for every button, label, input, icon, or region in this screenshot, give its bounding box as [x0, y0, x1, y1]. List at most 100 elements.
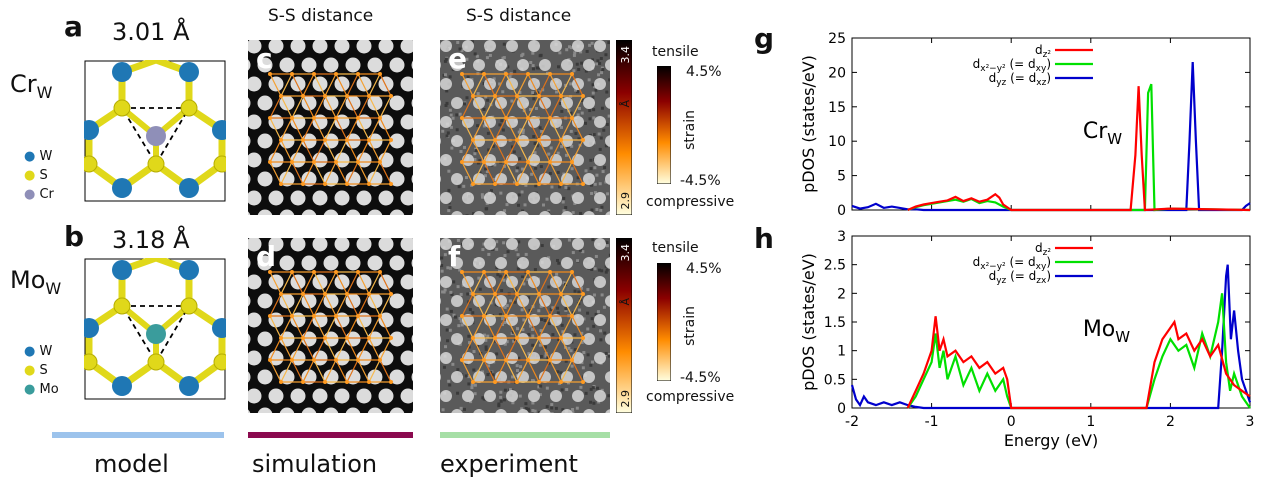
footer-experiment: experiment	[440, 450, 578, 478]
image-noise	[580, 111, 584, 115]
y-tick-label: 0	[837, 203, 846, 219]
image-noise	[446, 131, 450, 135]
lattice-edge	[291, 337, 304, 361]
image-atom	[248, 173, 251, 185]
image-noise	[487, 364, 491, 368]
lattice-node	[279, 336, 283, 340]
lattice-edge	[494, 139, 507, 163]
lattice-edge	[335, 315, 348, 339]
image-atom	[279, 407, 295, 413]
lattice-edge	[483, 337, 496, 361]
lattice-node	[493, 138, 497, 142]
lattice-node	[323, 292, 327, 296]
image-atom	[334, 274, 350, 290]
model-w-atom	[84, 318, 99, 338]
image-atom	[356, 238, 372, 252]
strain-label-bottom: strain	[682, 306, 698, 346]
angstrom-colorbar-top	[616, 40, 632, 215]
image-noise	[597, 73, 601, 77]
image-noise	[585, 49, 589, 53]
model-w-atom	[212, 120, 226, 140]
lattice-node	[559, 380, 563, 384]
lattice-edge	[269, 139, 282, 163]
y-tick-label: 2.5	[824, 258, 846, 274]
image-noise	[442, 290, 446, 294]
image-noise	[440, 256, 444, 260]
model-legend-bottom: ● W ● S ● Mo	[24, 344, 59, 397]
image-atom	[279, 57, 295, 73]
image-noise	[512, 150, 516, 154]
lattice-edge	[549, 117, 562, 141]
image-noise	[500, 119, 504, 123]
image-noise	[469, 292, 473, 296]
lattice-node	[482, 270, 486, 274]
lattice-edge	[516, 315, 529, 339]
image-noise	[508, 75, 512, 79]
image-noise	[545, 197, 549, 201]
image-atom	[561, 135, 573, 147]
lattice-edge	[357, 95, 370, 119]
legend-entry: dz²	[1035, 241, 1051, 258]
image-noise	[505, 203, 509, 207]
image-noise	[452, 280, 456, 284]
image-atom	[334, 388, 350, 404]
image-noise	[587, 78, 591, 82]
lattice-edge	[516, 293, 529, 317]
image-noise	[596, 59, 600, 63]
strain-max-bottom: 4.5%	[686, 261, 722, 277]
image-noise	[449, 309, 453, 313]
lattice-node	[493, 336, 497, 340]
image-atom	[378, 388, 394, 404]
footer-model: model	[94, 450, 169, 478]
lattice-edge	[483, 359, 496, 383]
image-noise	[596, 386, 600, 390]
lattice-edge	[483, 293, 496, 317]
lattice-edge	[357, 293, 370, 317]
image-atom	[451, 135, 463, 147]
image-atom	[484, 390, 496, 402]
experiment-image-bottom	[440, 238, 610, 413]
image-noise	[482, 242, 486, 246]
y-tick-label: 10	[828, 134, 846, 150]
lattice-edge	[280, 337, 293, 361]
image-noise	[594, 312, 598, 316]
image-atom	[440, 154, 452, 166]
image-atom	[462, 192, 474, 204]
lattice-node	[323, 138, 327, 142]
image-noise	[577, 67, 581, 71]
image-noise	[485, 207, 489, 211]
image-noise	[502, 398, 506, 402]
image-noise	[601, 170, 605, 174]
lattice-edge	[324, 337, 337, 361]
image-atom	[440, 238, 452, 250]
lattice-node	[301, 336, 305, 340]
image-noise	[473, 52, 477, 56]
lattice-node	[471, 380, 475, 384]
image-atom	[248, 274, 262, 290]
lattice-node	[367, 292, 371, 296]
image-atom	[312, 190, 328, 206]
lattice-node	[548, 270, 552, 274]
lattice-edge	[538, 315, 551, 339]
image-atom	[411, 60, 413, 70]
image-noise	[569, 46, 573, 50]
image-atom	[389, 255, 405, 271]
image-noise	[484, 313, 488, 317]
lattice-edge	[368, 95, 381, 119]
lattice-node	[493, 182, 497, 186]
image-noise	[484, 347, 488, 351]
lattice-node	[482, 116, 486, 120]
lattice-node	[482, 358, 486, 362]
image-noise	[503, 305, 507, 309]
lattice-edge	[571, 271, 584, 295]
image-noise	[518, 90, 522, 94]
y-tick-label: 20	[828, 65, 846, 81]
lattice-edge	[560, 139, 573, 163]
image-atom	[506, 192, 518, 204]
lattice-edge	[379, 161, 392, 185]
image-atom	[440, 213, 441, 215]
y-tick-label: 3	[837, 229, 846, 245]
image-noise	[460, 323, 464, 327]
lattice-node	[482, 72, 486, 76]
image-noise	[535, 144, 539, 148]
